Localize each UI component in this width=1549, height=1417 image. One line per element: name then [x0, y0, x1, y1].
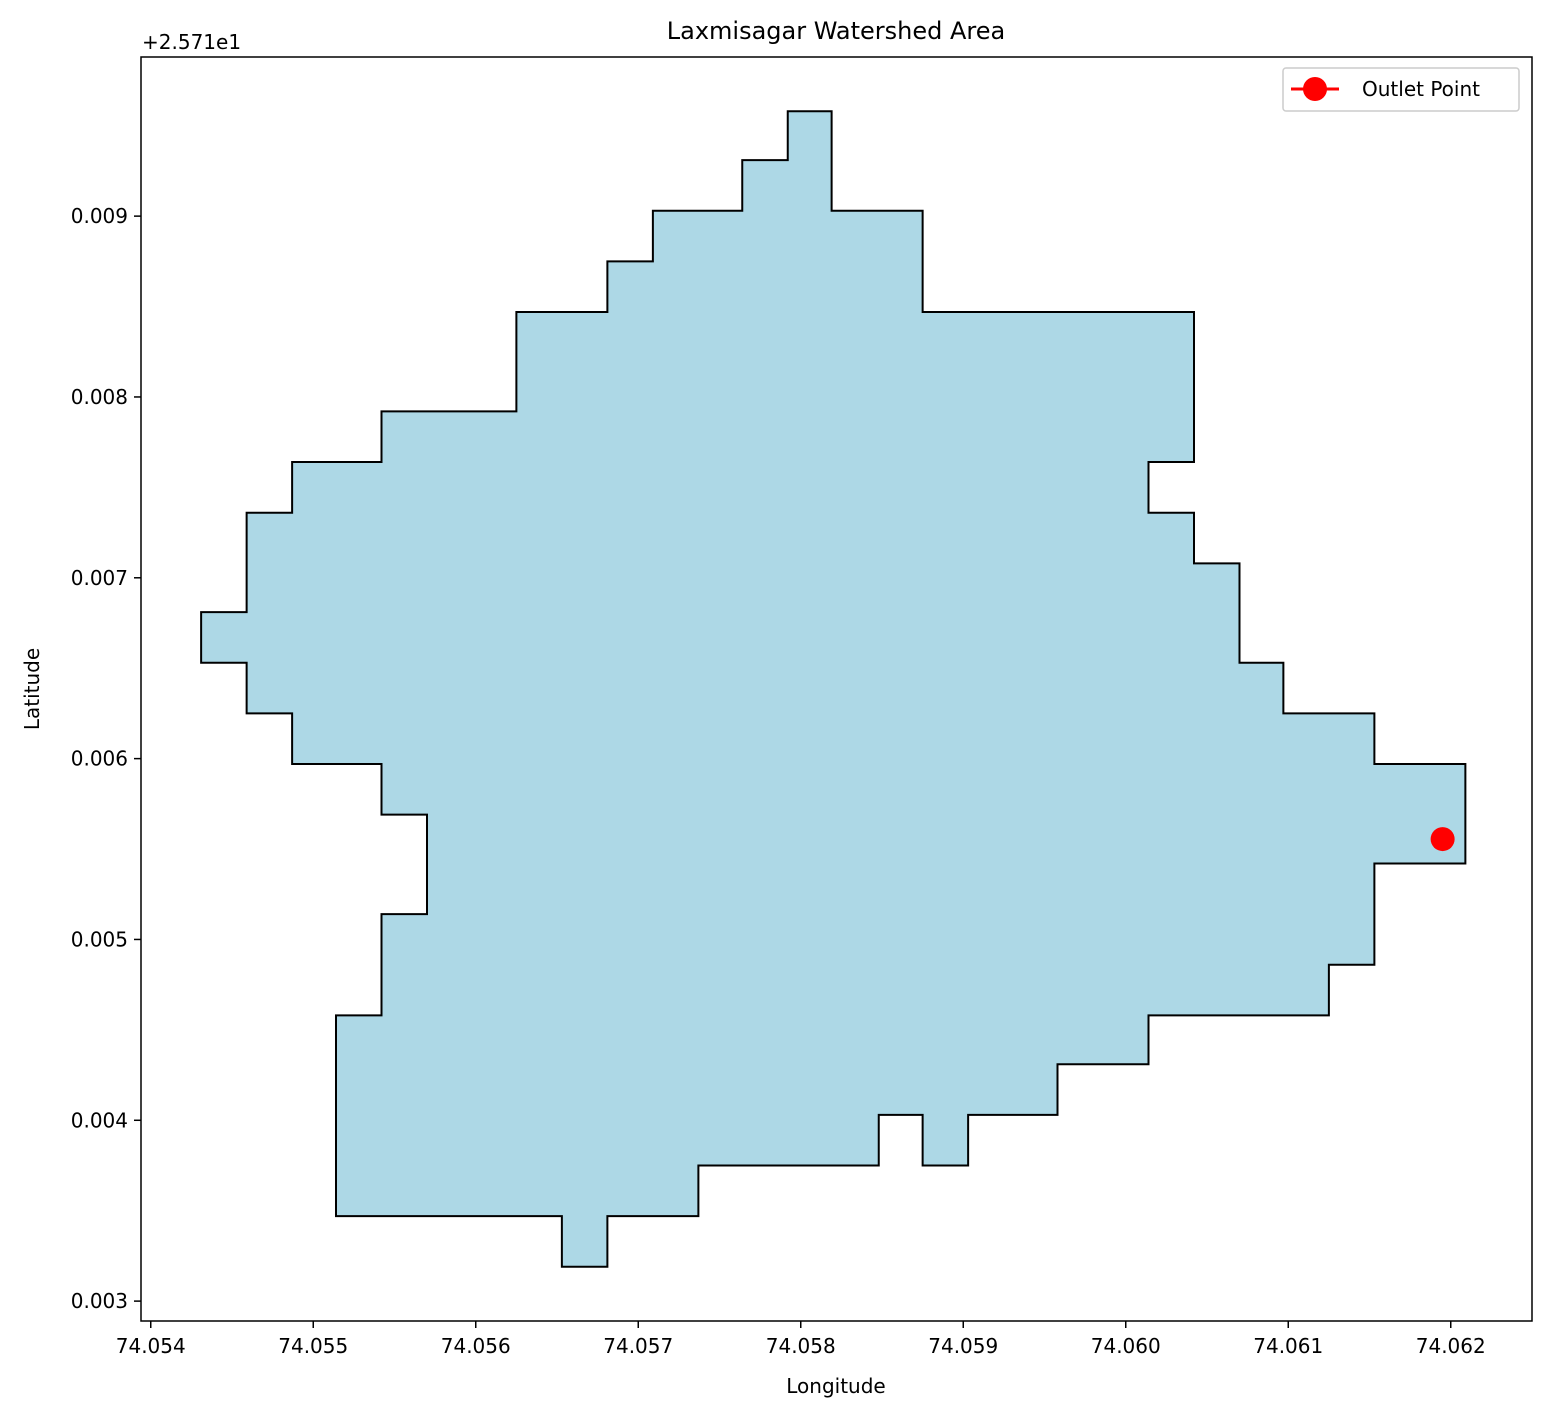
- plot-area: [200, 110, 1467, 1268]
- y-tick-label: 0.009: [71, 204, 128, 228]
- chart-title: Laxmisagar Watershed Area: [667, 17, 1006, 45]
- x-tick-label: 74.055: [278, 1334, 348, 1358]
- x-tick-label: 74.058: [766, 1334, 836, 1358]
- x-tick-label: 74.060: [1091, 1334, 1161, 1358]
- legend-label-outlet-point: Outlet Point: [1362, 77, 1480, 101]
- y-tick-label: 0.005: [71, 927, 128, 951]
- legend-marker-swatch: [1303, 77, 1327, 101]
- y-tick-label: 0.007: [71, 566, 128, 590]
- x-tick-label: 74.054: [116, 1334, 186, 1358]
- outlet-point-marker: [1430, 827, 1455, 852]
- y-tick-label: 0.004: [71, 1108, 128, 1132]
- legend: Outlet Point: [1282, 67, 1520, 112]
- legend-box: [1282, 67, 1520, 112]
- y-axis-ticks: 0.003 0.004 0.005 0.006 0.007 0.008 0.009: [71, 204, 141, 1313]
- watershed-polygon: [200, 110, 1467, 1268]
- x-tick-label: 74.057: [603, 1334, 673, 1358]
- x-tick-label: 74.059: [928, 1334, 998, 1358]
- x-axis-ticks: 74.054 74.055 74.056 74.057 74.058 74.059 74.0…: [116, 1321, 1486, 1358]
- y-tick-label: 0.003: [71, 1289, 128, 1313]
- y-tick-label: 0.008: [71, 385, 128, 409]
- y-tick-label: 0.006: [71, 747, 128, 771]
- y-axis-label: Latitude: [20, 648, 44, 730]
- x-tick-label: 74.062: [1416, 1334, 1486, 1358]
- x-tick-label: 74.061: [1253, 1334, 1323, 1358]
- axes-frame: [140, 56, 1533, 1322]
- y-axis-offset-label: +2.571e1: [142, 30, 241, 54]
- x-tick-label: 74.056: [441, 1334, 511, 1358]
- x-axis-label: Longitude: [786, 1374, 885, 1398]
